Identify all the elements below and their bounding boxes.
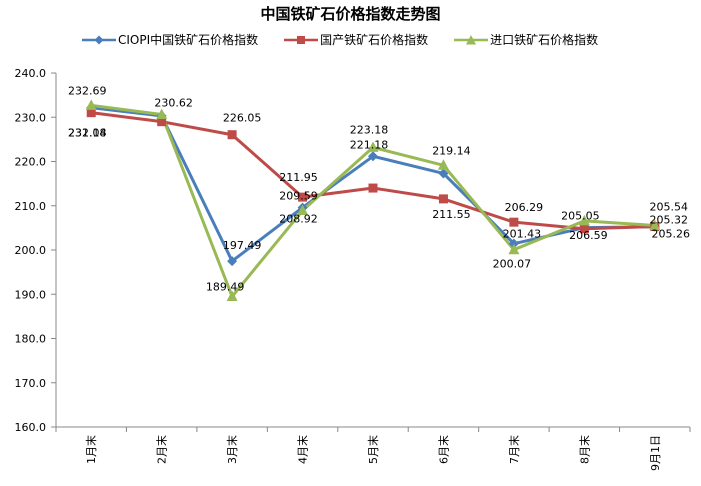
x-category-label: 6月末 <box>436 435 450 464</box>
data-label: 219.14 <box>432 144 471 157</box>
data-label: 211.55 <box>432 208 471 221</box>
data-label: 206.59 <box>569 229 608 242</box>
data-label: 231.04 <box>68 127 107 140</box>
data-point-marker <box>509 217 519 227</box>
data-label: 211.95 <box>279 171 318 184</box>
data-point-marker <box>86 108 96 118</box>
x-category-label: 8月末 <box>577 435 591 464</box>
y-tick-label: 190.0 <box>15 288 47 301</box>
legend: CIOPI中国铁矿石价格指数 国产铁矿石价格指数 进口铁矿石价格指数 <box>82 31 598 48</box>
data-label: 223.18 <box>350 123 389 136</box>
data-label: 209.59 <box>279 190 318 203</box>
y-tick-label: 170.0 <box>15 377 47 390</box>
data-point-marker <box>649 219 661 230</box>
data-point-marker <box>157 117 167 127</box>
data-label: 189.49 <box>206 281 245 294</box>
data-label: 221.18 <box>350 138 389 151</box>
legend-item-ciopi: CIOPI中国铁矿石价格指数 <box>82 31 258 48</box>
x-category-label: 5月末 <box>366 435 380 464</box>
x-category-label: 2月末 <box>155 435 169 464</box>
data-point-marker <box>578 214 590 226</box>
x-category-label: 9月1日 <box>649 435 662 471</box>
data-point-marker <box>437 159 449 170</box>
data-point-marker <box>508 243 520 255</box>
data-label: 230.62 <box>154 97 193 110</box>
y-tick-label: 200.0 <box>15 244 47 257</box>
x-category-label: 4月末 <box>296 435 310 464</box>
y-tick-label: 240.0 <box>15 67 47 80</box>
legend-item-domestic: 国产铁矿石价格指数 <box>284 31 428 48</box>
x-category-label: 1月末 <box>84 435 98 464</box>
data-point-marker <box>367 141 379 152</box>
data-label: 208.92 <box>279 213 318 226</box>
data-point-marker <box>226 290 238 302</box>
y-tick-label: 210.0 <box>15 200 47 213</box>
data-label: 205.32 <box>650 213 689 226</box>
x-category-label: 3月末 <box>225 435 239 464</box>
y-tick-label: 220.0 <box>15 156 47 169</box>
data-label: 232.69 <box>68 84 107 97</box>
data-point-marker <box>156 108 168 120</box>
y-tick-label: 160.0 <box>15 421 47 434</box>
data-label: 205.54 <box>650 200 689 213</box>
data-point-marker <box>368 183 378 193</box>
data-point-marker <box>227 256 238 267</box>
y-tick-label: 230.0 <box>15 111 47 124</box>
data-point-marker <box>508 238 519 249</box>
data-label: 226.05 <box>223 112 262 125</box>
data-point-marker <box>85 99 97 110</box>
data-point-marker <box>579 224 589 234</box>
data-point-marker <box>227 130 237 140</box>
data-label: 200.07 <box>493 258 532 271</box>
legend-label-domestic: 国产铁矿石价格指数 <box>320 33 429 47</box>
data-label: 205.05 <box>561 210 600 223</box>
data-label: 206.29 <box>505 201 544 214</box>
data-label: 201.43 <box>503 228 542 241</box>
data-label: 205.26 <box>652 228 691 241</box>
data-point-marker <box>298 192 308 202</box>
legend-swatch-ciopi <box>82 35 116 44</box>
legend-item-imported: 进口铁矿石价格指数 <box>454 31 598 48</box>
data-label: 232.18 <box>68 127 107 140</box>
data-point-marker <box>438 168 449 179</box>
x-category-label: 7月末 <box>507 435 521 464</box>
legend-label-ciopi: CIOPI中国铁矿石价格指数 <box>118 33 259 47</box>
legend-swatch-domestic <box>284 35 319 44</box>
data-point-marker <box>438 194 448 204</box>
chart-title: 中国铁矿石价格指数走势图 <box>260 5 441 23</box>
y-tick-label: 180.0 <box>15 333 47 346</box>
legend-label-imported: 进口铁矿石价格指数 <box>490 33 599 47</box>
legend-swatch-imported <box>454 34 489 44</box>
data-point-marker <box>297 204 309 216</box>
data-point-marker <box>368 151 378 162</box>
data-label: 197.49 <box>223 239 262 252</box>
